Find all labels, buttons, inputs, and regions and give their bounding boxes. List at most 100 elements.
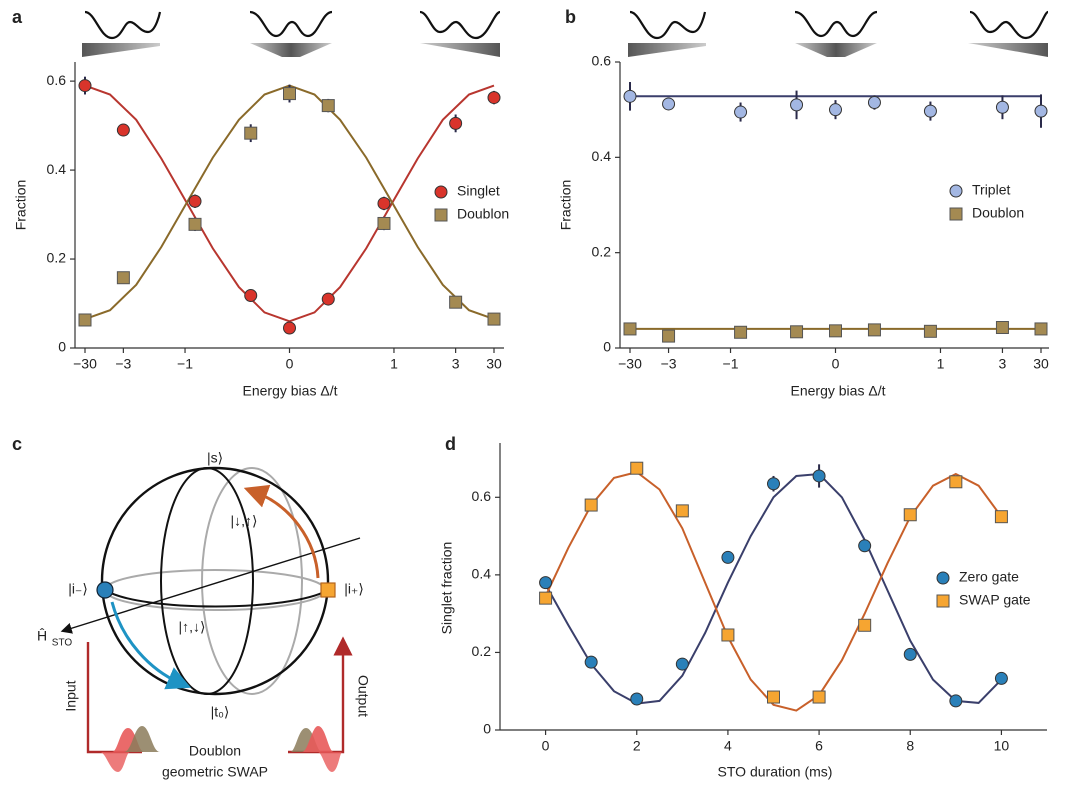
point <box>858 618 872 632</box>
point <box>539 576 553 590</box>
point <box>321 292 335 306</box>
input-label: Input <box>63 680 79 711</box>
point <box>78 313 92 327</box>
state-label: |↑,↓⟩ <box>179 619 206 635</box>
point <box>675 504 689 518</box>
legend-label: Zero gate <box>959 569 1019 585</box>
point <box>377 196 391 210</box>
point <box>812 469 826 483</box>
legend-marker <box>936 594 950 608</box>
x-tick-label: 0 <box>832 356 840 372</box>
point <box>630 692 644 706</box>
panel-label: b <box>565 7 576 27</box>
legend-label: SWAP gate <box>959 592 1031 608</box>
panel-label: c <box>12 434 22 454</box>
fit-line <box>544 472 1003 705</box>
x-tick-label: 8 <box>906 738 914 754</box>
point <box>949 694 963 708</box>
point <box>721 550 735 564</box>
point <box>829 103 842 117</box>
point <box>449 295 463 309</box>
point <box>584 498 598 512</box>
legend-marker <box>434 208 448 222</box>
x-tick-label: 0 <box>286 356 294 372</box>
x-tick-label: 10 <box>994 738 1010 754</box>
point <box>188 217 202 231</box>
point <box>623 89 637 103</box>
point <box>903 508 917 522</box>
point <box>790 325 804 339</box>
bloch-diagram: c |s⟩ |↓,↑⟩ |i₋⟩ |i₊⟩ |↑,↓⟩ Ĥ STO |t₀⟩ I… <box>12 434 371 780</box>
x-tick-label: 3 <box>452 356 460 372</box>
x-tick-label: 6 <box>815 738 823 754</box>
x-tick-label: 2 <box>633 738 641 754</box>
x-axis-label: Energy bias Δ/t <box>243 383 338 399</box>
legend-marker <box>949 184 963 198</box>
point <box>244 289 258 303</box>
fit-line <box>84 84 495 321</box>
point <box>767 690 780 704</box>
point <box>858 539 872 553</box>
y-tick-label: 0.2 <box>47 250 67 266</box>
point <box>994 510 1008 524</box>
caption: Doublon <box>189 743 241 759</box>
point <box>188 194 202 208</box>
fit-line <box>84 84 495 323</box>
y-tick-label: 0.6 <box>472 488 492 504</box>
point <box>662 329 676 343</box>
panel-label: d <box>445 434 456 454</box>
state-label: |↓,↑⟩ <box>231 513 258 529</box>
point <box>78 79 92 93</box>
x-tick-label: 4 <box>724 738 732 754</box>
y-tick-label: 0.2 <box>472 643 492 659</box>
y-axis-label: Fraction <box>13 180 29 231</box>
hamiltonian-label: Ĥ <box>37 628 47 644</box>
point <box>734 325 748 339</box>
point <box>244 126 258 140</box>
point <box>584 655 598 669</box>
x-tick-label: −1 <box>723 356 739 372</box>
point <box>377 216 391 230</box>
hamiltonian-subscript: STO <box>52 638 73 649</box>
point <box>487 312 501 326</box>
point <box>321 99 335 113</box>
potential-icons <box>82 10 1049 57</box>
point <box>949 475 963 489</box>
legend-label: Triplet <box>972 182 1010 198</box>
point <box>116 123 130 137</box>
point <box>630 461 644 475</box>
state-label: |s⟩ <box>207 450 223 466</box>
legend-label: Singlet <box>457 183 500 199</box>
point <box>867 96 881 110</box>
y-tick-label: 0.6 <box>592 53 612 69</box>
point <box>903 647 917 661</box>
point <box>116 271 130 285</box>
x-tick-label: −30 <box>618 356 642 372</box>
legend-marker <box>434 185 448 199</box>
panel-label: a <box>12 7 23 27</box>
x-tick-label: 1 <box>937 356 945 372</box>
x-tick-label: −30 <box>73 356 97 372</box>
point <box>721 628 735 642</box>
state-label: |i₊⟩ <box>344 581 364 597</box>
legend-marker <box>936 571 950 585</box>
x-tick-label: 0 <box>542 738 550 754</box>
x-tick-label: −3 <box>661 356 677 372</box>
point <box>487 91 501 105</box>
point <box>994 671 1008 685</box>
point <box>867 323 881 337</box>
y-tick-label: 0.4 <box>472 566 492 582</box>
point <box>662 97 676 111</box>
x-tick-label: −3 <box>115 356 131 372</box>
y-tick-label: 0.4 <box>592 148 612 164</box>
state-label: |t₀⟩ <box>211 704 230 720</box>
y-tick-label: 0.6 <box>47 72 67 88</box>
caption: geometric SWAP <box>162 764 268 780</box>
point <box>623 322 637 336</box>
point <box>449 116 463 130</box>
y-tick-label: 0.4 <box>47 161 67 177</box>
point <box>1034 104 1048 118</box>
point <box>675 657 689 671</box>
fit-line <box>544 471 1003 712</box>
